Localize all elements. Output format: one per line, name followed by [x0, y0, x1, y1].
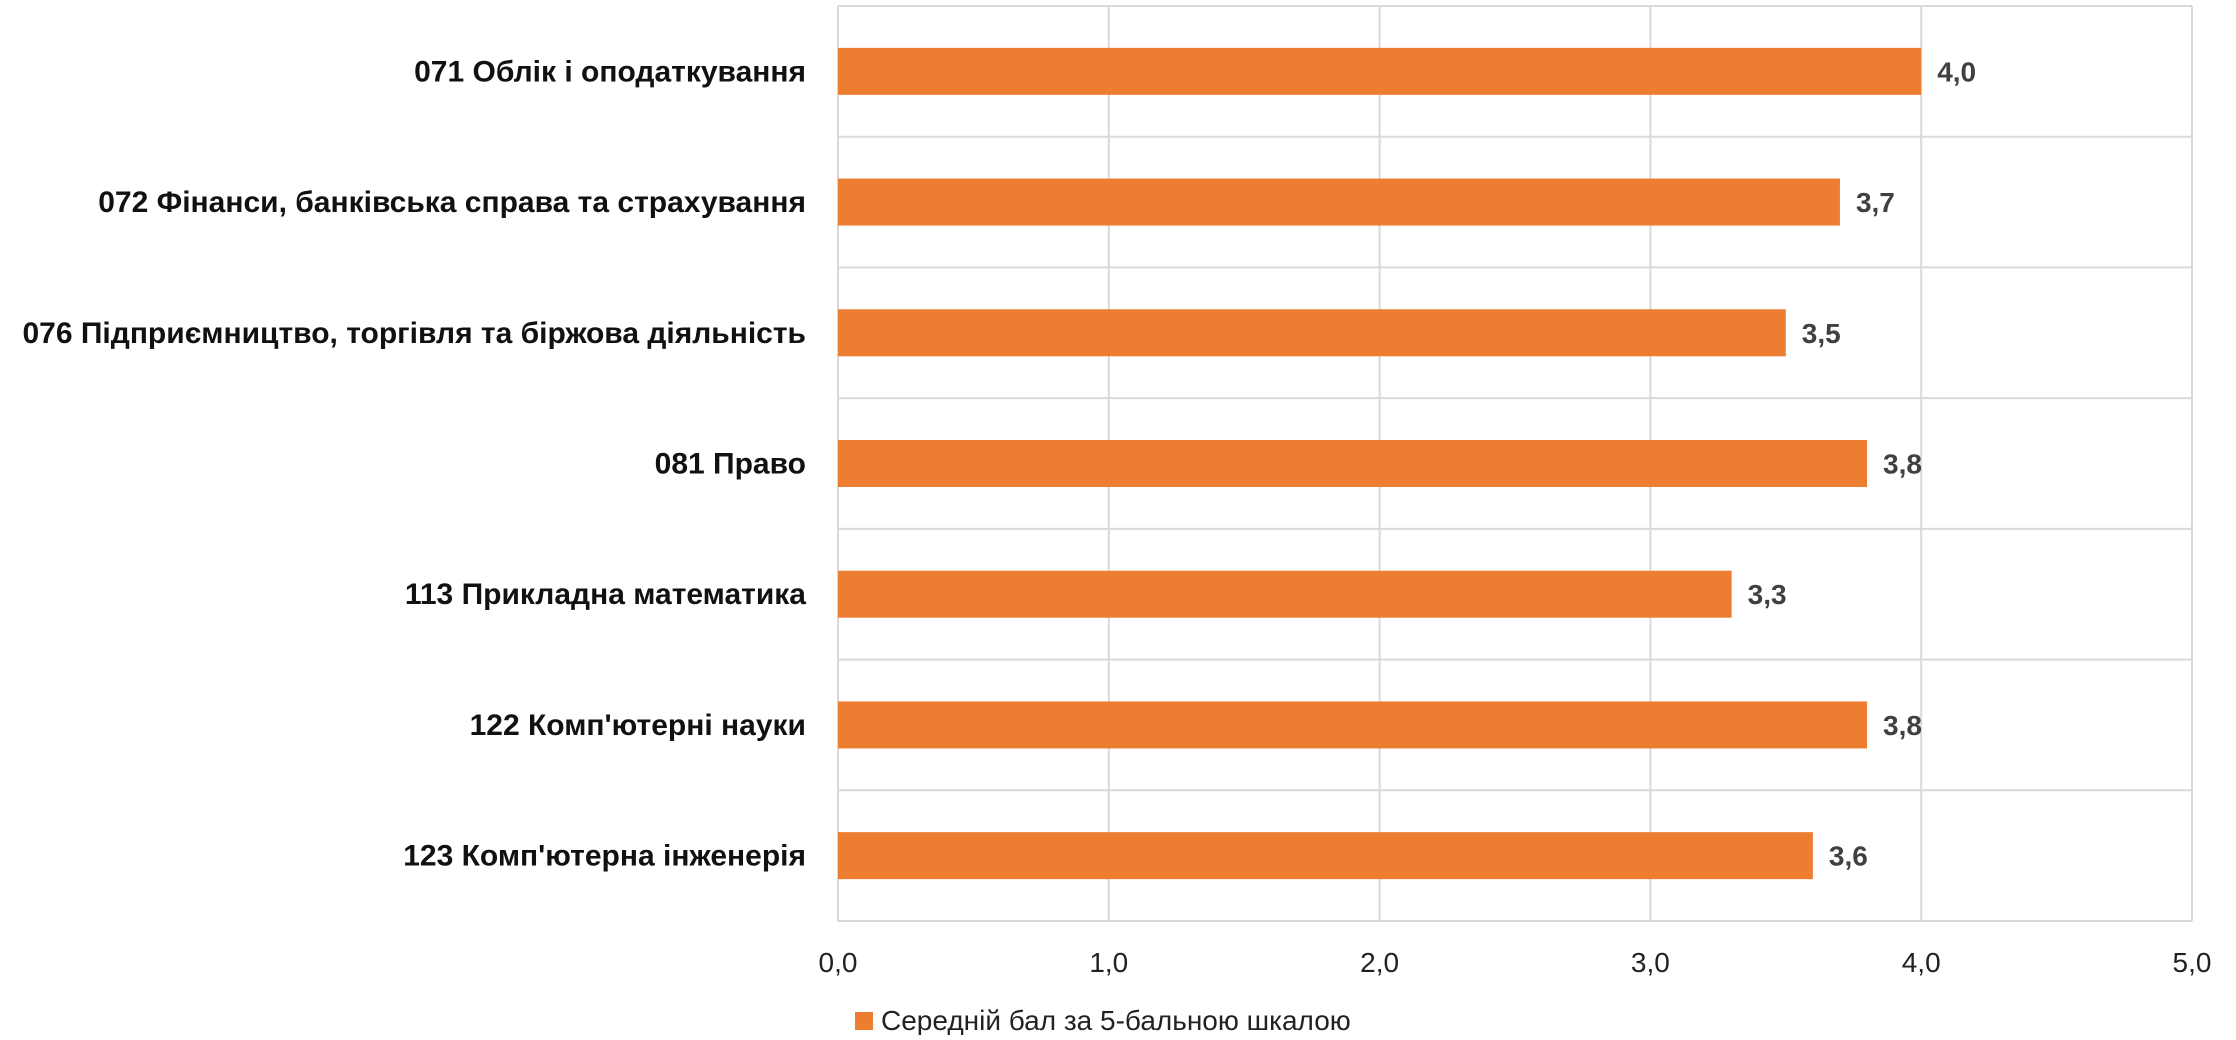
x-tick-label: 5,0	[2173, 947, 2212, 978]
data-label: 3,8	[1883, 710, 1922, 741]
category-label: 071 Облік і оподаткування	[414, 55, 806, 88]
data-label: 3,3	[1748, 579, 1787, 610]
bar	[838, 309, 1786, 357]
label-layer: 071 Облік і оподаткування 4,0 072 Фінанси,…	[22, 55, 1976, 872]
data-label: 3,5	[1802, 318, 1841, 349]
data-label: 3,7	[1856, 187, 1895, 218]
grid-layer	[837, 5, 2193, 922]
bar	[838, 701, 1868, 749]
bar	[838, 47, 1922, 95]
x-axis-tick-labels: 0,0 1,0 2,0 3,0 4,0 5,0	[819, 947, 2212, 978]
bar	[838, 570, 1732, 618]
bar	[838, 832, 1813, 880]
x-tick-label: 0,0	[819, 947, 858, 978]
x-tick-label: 3,0	[1631, 947, 1670, 978]
x-tick-label: 1,0	[1089, 947, 1128, 978]
legend: Середній бал за 5-бальною шкалою	[855, 1005, 1351, 1036]
category-label: 123 Комп'ютерна інженерія	[403, 840, 806, 873]
bar	[838, 440, 1868, 487]
x-tick-label: 4,0	[1902, 947, 1941, 978]
category-label: 072 Фінанси, банківська справа та страху…	[98, 186, 806, 219]
legend-swatch	[855, 1012, 873, 1030]
bar-layer	[838, 47, 1922, 880]
bar	[838, 178, 1840, 226]
legend-label: Середній бал за 5-бальною шкалою	[881, 1005, 1351, 1035]
data-label: 3,8	[1883, 449, 1922, 480]
data-label: 4,0	[1937, 56, 1976, 87]
category-label: 122 Комп'ютерні науки	[470, 709, 806, 742]
category-label: 081 Право	[655, 448, 806, 481]
x-tick-label: 2,0	[1360, 947, 1399, 978]
category-label: 113 Прикладна математика	[405, 578, 806, 611]
category-label: 076 Підприємництво, торгівля та біржова …	[22, 317, 806, 350]
data-label: 3,6	[1829, 841, 1868, 872]
